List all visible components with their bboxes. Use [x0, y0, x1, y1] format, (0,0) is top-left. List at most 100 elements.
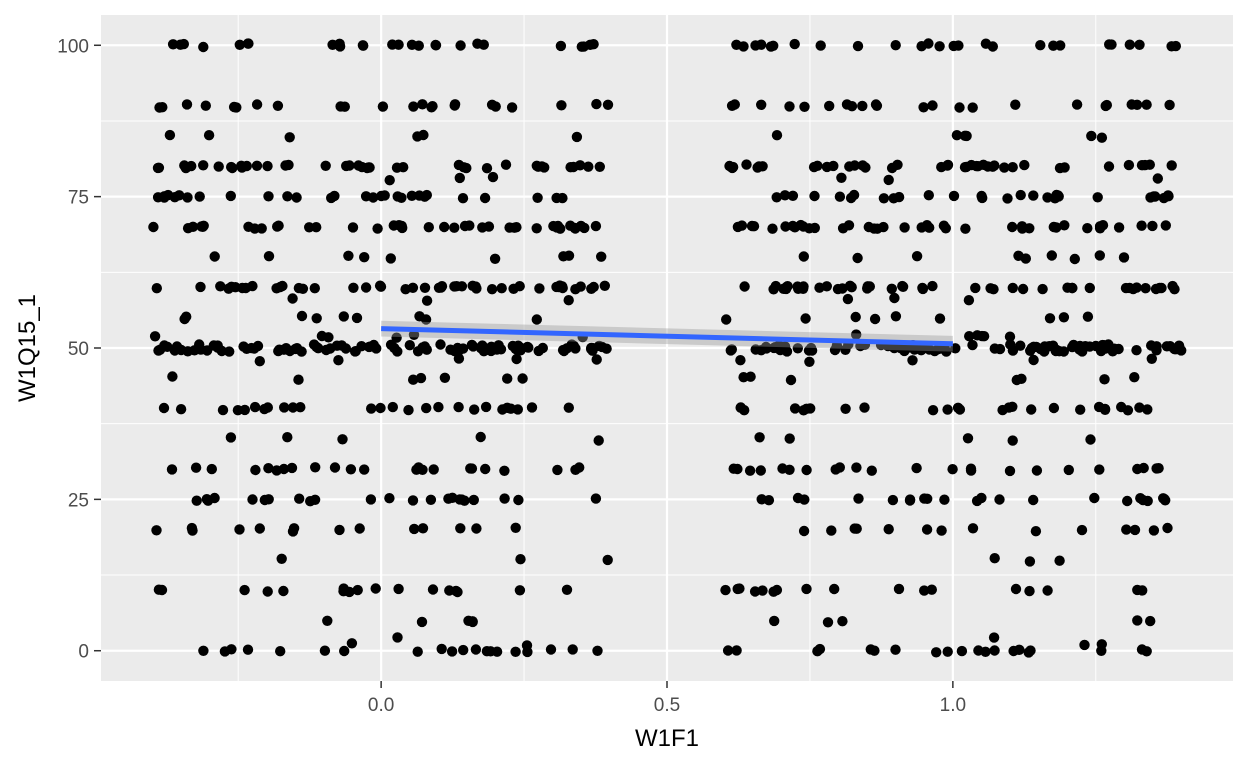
data-point: [227, 162, 238, 174]
data-point: [963, 295, 975, 306]
data-point: [809, 190, 820, 202]
data-point: [428, 464, 439, 475]
data-point: [821, 161, 833, 173]
data-point: [456, 494, 467, 505]
data-point: [769, 615, 780, 627]
data-point: [408, 101, 419, 112]
data-point: [1058, 312, 1070, 323]
data-point: [1037, 283, 1048, 295]
data-point: [459, 220, 471, 232]
data-point: [439, 221, 450, 233]
data-point: [892, 159, 903, 170]
data-point: [417, 523, 429, 534]
data-point: [917, 282, 928, 294]
data-point: [826, 525, 837, 536]
data-point: [412, 131, 423, 142]
data-point: [768, 342, 780, 354]
data-point: [1124, 39, 1136, 50]
data-point: [834, 191, 846, 202]
data-point: [225, 190, 236, 202]
data-point: [412, 646, 423, 657]
data-point: [1131, 345, 1142, 356]
data-point: [391, 332, 402, 343]
data-point: [850, 311, 861, 323]
data-point: [212, 340, 223, 351]
data-point: [356, 341, 367, 352]
data-point: [852, 252, 863, 264]
data-point: [727, 162, 738, 174]
data-point: [455, 40, 466, 51]
data-point: [251, 99, 263, 110]
data-point: [457, 193, 469, 204]
data-point: [475, 431, 486, 443]
data-point: [1163, 191, 1174, 202]
data-point: [421, 402, 432, 414]
data-point: [329, 462, 341, 473]
data-point: [754, 432, 765, 443]
data-point: [454, 172, 465, 184]
data-point: [159, 191, 170, 202]
data-point: [385, 253, 396, 264]
data-point: [346, 638, 358, 649]
data-point: [153, 584, 165, 595]
data-point: [510, 522, 521, 533]
data-point: [1028, 354, 1039, 366]
smooth-line: [381, 326, 953, 347]
data-point: [329, 190, 340, 202]
data-point: [263, 191, 274, 202]
data-point: [457, 343, 469, 354]
data-point: [392, 632, 403, 643]
data-point: [779, 341, 791, 352]
data-point: [732, 221, 744, 233]
data-point: [557, 192, 568, 204]
data-point: [180, 162, 192, 174]
data-point: [1118, 252, 1130, 263]
data-point: [365, 494, 377, 505]
data-point: [197, 221, 208, 232]
data-point: [735, 355, 746, 366]
data-point: [415, 372, 427, 384]
data-point: [1080, 341, 1091, 352]
data-point: [293, 374, 304, 385]
data-point: [1162, 522, 1173, 534]
data-point: [911, 462, 922, 474]
data-point: [1010, 583, 1022, 595]
data-point: [333, 355, 344, 366]
data-point: [989, 645, 1000, 656]
data-point: [1030, 526, 1042, 537]
data-point: [320, 160, 331, 171]
data-point: [824, 100, 835, 112]
data-point: [190, 462, 202, 473]
data-point: [792, 492, 804, 504]
data-point: [1094, 250, 1106, 261]
data-point: [417, 99, 428, 110]
data-point: [151, 525, 162, 536]
data-point: [152, 162, 164, 174]
data-point: [1007, 162, 1018, 173]
data-point: [844, 161, 855, 172]
data-point: [360, 282, 372, 293]
data-point: [594, 161, 605, 172]
data-point: [1151, 463, 1162, 474]
data-point: [768, 586, 779, 597]
data-point: [822, 617, 834, 628]
data-point: [1003, 402, 1015, 413]
data-point: [426, 102, 437, 113]
data-point: [339, 101, 350, 112]
data-point: [1167, 280, 1178, 292]
data-point: [1092, 192, 1103, 203]
data-point: [224, 346, 235, 357]
data-point: [478, 39, 489, 50]
data-point: [1025, 645, 1036, 656]
data-point: [1141, 99, 1152, 110]
x-tick-label: 0.0: [368, 695, 394, 716]
data-point: [408, 329, 420, 340]
y-tick-label: 75: [68, 188, 89, 209]
data-point: [563, 402, 574, 413]
data-point: [999, 162, 1010, 173]
data-point: [263, 251, 275, 262]
data-point: [1004, 465, 1016, 477]
data-point: [203, 130, 215, 141]
data-point: [377, 101, 389, 112]
data-point: [345, 464, 357, 475]
